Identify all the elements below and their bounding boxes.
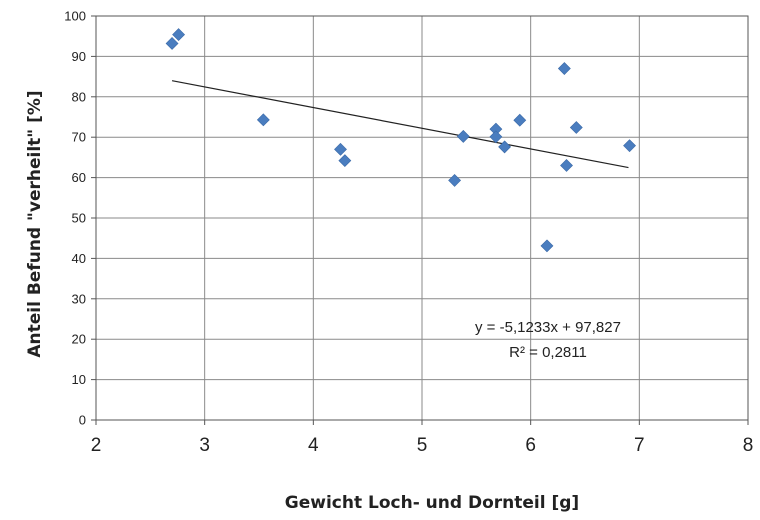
y-axis-tick-labels: 0 10 20 30 40 50 60 70 80 90 100 [64, 9, 96, 428]
data-point [540, 239, 554, 253]
x-tick-label: 6 [525, 435, 536, 456]
data-point [513, 113, 527, 127]
y-tick-label: 100 [64, 9, 86, 24]
data-point [456, 129, 470, 143]
y-tick-label: 20 [72, 332, 86, 347]
data-point [256, 113, 270, 127]
data-point [334, 142, 347, 156]
linear-trendline [171, 80, 629, 169]
x-tick-label: 8 [743, 435, 754, 456]
y-tick-label: 30 [72, 291, 86, 306]
y-tick-label: 10 [72, 372, 86, 387]
y-axis-title: Anteil Befund "verheilt" [%] [25, 90, 45, 357]
data-points [165, 28, 636, 253]
x-tick-label: 4 [308, 435, 319, 456]
x-tick-label: 5 [417, 435, 428, 456]
x-tick-label: 7 [634, 435, 645, 456]
data-point [557, 62, 571, 75]
y-tick-label: 0 [79, 413, 86, 428]
data-point [165, 37, 179, 50]
y-tick-label: 50 [72, 211, 86, 226]
x-tick-label: 2 [91, 435, 102, 456]
data-point [338, 154, 352, 168]
x-axis-tick-labels: 2 3 4 5 6 7 8 [91, 420, 754, 456]
data-point [623, 139, 636, 153]
data-point [172, 28, 186, 42]
data-point [560, 159, 573, 172]
y-tick-label: 90 [72, 49, 86, 64]
y-tick-label: 40 [72, 251, 86, 266]
r-squared-label: R² = 0,2811 [509, 344, 587, 361]
y-tick-label: 70 [72, 130, 86, 145]
trendline-equation-label: y = -5,1233x + 97,827 [475, 319, 621, 336]
data-point [569, 121, 583, 134]
x-axis-title: Gewicht Loch- und Dornteil [g] [285, 493, 579, 513]
grid-lines [95, 15, 749, 421]
y-tick-label: 60 [72, 170, 86, 185]
x-tick-label: 3 [199, 435, 210, 456]
data-point [448, 174, 462, 187]
data-point [498, 140, 512, 154]
y-tick-label: 80 [72, 89, 86, 104]
data-point [489, 130, 503, 144]
